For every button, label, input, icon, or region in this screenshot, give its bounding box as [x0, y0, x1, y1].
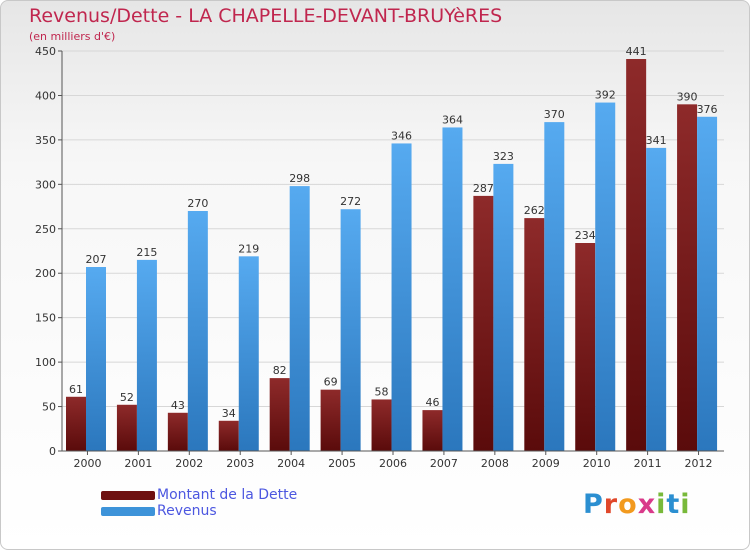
bar-revenus	[86, 267, 106, 451]
x-tick-label: 2006	[379, 457, 407, 470]
bar-value-label: 215	[136, 246, 157, 259]
legend-label-dette: Montant de la Dette	[157, 487, 298, 503]
logo-letter: x	[637, 489, 657, 520]
bar-value-label: 43	[171, 399, 185, 412]
bar-value-label: 390	[677, 90, 698, 103]
y-tick-label: 450	[35, 45, 56, 58]
bar-value-label: 52	[120, 391, 134, 404]
bar-dette	[167, 412, 188, 451]
bar-revenus	[136, 259, 157, 451]
bar-value-label: 234	[575, 229, 596, 242]
x-tick-label: 2009	[532, 457, 560, 470]
bar-value-label: 207	[86, 253, 107, 266]
x-tick-label: 2004	[277, 457, 305, 470]
logo-letter: o	[618, 489, 638, 520]
bar-revenus	[238, 256, 259, 451]
legend-item-revenus: Revenus	[101, 503, 297, 519]
x-tick-label: 2007	[430, 457, 458, 470]
bar-value-label: 219	[238, 242, 259, 255]
bar-dette	[473, 195, 494, 451]
legend-swatch-revenus	[101, 506, 155, 516]
bar-value-label: 364	[442, 113, 463, 126]
x-tick-label: 2002	[175, 457, 203, 470]
bar-revenus	[391, 143, 412, 451]
bar-value-label: 46	[425, 396, 439, 409]
bar-value-label: 346	[391, 129, 412, 142]
x-tick-label: 2005	[328, 457, 356, 470]
bar-dette	[269, 378, 290, 451]
bar-value-label: 287	[473, 182, 494, 195]
bar-revenus	[544, 122, 565, 451]
bar-dette	[218, 420, 239, 451]
bar-revenus	[340, 209, 361, 451]
bar-dette	[677, 104, 698, 451]
bar-value-label: 270	[187, 197, 208, 210]
y-tick-label: 200	[35, 267, 56, 280]
bar-revenus	[493, 163, 514, 451]
y-tick-label: 150	[35, 312, 56, 325]
bar-dette	[116, 404, 137, 451]
bar-value-label: 82	[273, 364, 287, 377]
bar-revenus	[289, 186, 310, 451]
bar-value-label: 298	[289, 172, 310, 185]
bar-dette	[626, 59, 647, 451]
bar-value-label: 34	[222, 407, 236, 420]
bar-value-label: 69	[324, 376, 338, 389]
logo-letter: i	[656, 489, 667, 520]
legend-label-revenus: Revenus	[157, 503, 217, 519]
x-tick-label: 2011	[634, 457, 662, 470]
y-tick-label: 100	[35, 356, 56, 369]
bar-value-label: 370	[544, 108, 565, 121]
legend-item-dette: Montant de la Dette	[101, 487, 297, 503]
x-tick-label: 2000	[73, 457, 101, 470]
bar-value-label: 323	[493, 150, 514, 163]
y-tick-label: 300	[35, 178, 56, 191]
bar-revenus	[442, 127, 463, 451]
logo-letter: i	[680, 489, 691, 520]
bar-revenus	[646, 147, 667, 451]
bar-value-label: 262	[524, 204, 545, 217]
x-tick-label: 2001	[124, 457, 152, 470]
bar-dette	[422, 410, 443, 451]
bar-value-label: 341	[646, 134, 667, 147]
bar-dette	[524, 218, 545, 451]
x-tick-label: 2003	[226, 457, 254, 470]
x-tick-label: 2008	[481, 457, 509, 470]
y-tick-label: 50	[42, 401, 56, 414]
bar-revenus	[187, 211, 208, 451]
proxiti-logo: Proxiti	[583, 489, 691, 520]
bar-value-label: 376	[697, 103, 718, 116]
bar-value-label: 392	[595, 89, 616, 102]
logo-letter: r	[603, 489, 619, 520]
bar-revenus	[595, 102, 616, 452]
chart-title: Revenus/Dette - LA CHAPELLE-DEVANT-BRUYè…	[29, 5, 503, 27]
x-tick-label: 2010	[583, 457, 611, 470]
bar-dette	[320, 389, 341, 451]
chart-subtitle: (en milliers d'€)	[29, 30, 116, 43]
bar-dette	[66, 396, 86, 451]
bar-value-label: 272	[340, 195, 361, 208]
bar-value-label: 61	[69, 383, 83, 396]
bar-dette	[575, 243, 596, 451]
y-tick-label: 0	[49, 445, 56, 458]
bar-dette	[371, 399, 392, 451]
bar-value-label: 58	[375, 385, 389, 398]
logo-letter: P	[583, 489, 604, 520]
y-tick-label: 400	[35, 89, 56, 102]
y-tick-label: 350	[35, 134, 56, 147]
bar-value-label: 441	[626, 45, 647, 58]
legend-swatch-dette	[101, 490, 155, 500]
y-tick-label: 250	[35, 223, 56, 236]
logo-letter: t	[666, 489, 681, 520]
x-tick-label: 2012	[685, 457, 713, 470]
legend: Montant de la Dette Revenus	[101, 487, 297, 519]
bar-revenus	[697, 116, 718, 452]
